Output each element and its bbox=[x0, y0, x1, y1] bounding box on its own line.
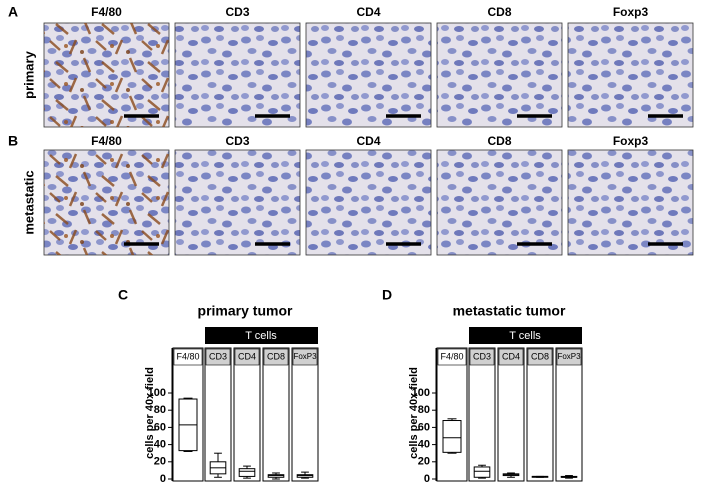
category-header bbox=[205, 348, 231, 366]
category-label: CD4 bbox=[238, 351, 256, 361]
y-tick-label: 100 bbox=[148, 387, 166, 399]
category-panel bbox=[204, 347, 232, 482]
category-label: CD3 bbox=[209, 351, 227, 361]
column-header: CD4 bbox=[356, 5, 380, 19]
micrograph bbox=[174, 149, 301, 256]
category-label: FoxP3 bbox=[293, 352, 317, 361]
chart-title: metastatic tumor bbox=[453, 303, 566, 319]
category-panel bbox=[555, 347, 583, 482]
row-label: metastatic bbox=[21, 170, 36, 234]
y-tick-label: 80 bbox=[418, 404, 430, 416]
y-tick-label: 40 bbox=[418, 439, 430, 451]
y-tick-label: 0 bbox=[160, 473, 166, 485]
category-label: CD3 bbox=[473, 351, 491, 361]
micrograph bbox=[436, 149, 563, 256]
column-header: F4/80 bbox=[91, 5, 122, 19]
category-label: F4/80 bbox=[440, 351, 463, 361]
column-header: CD3 bbox=[225, 5, 249, 19]
category-panel bbox=[526, 347, 554, 482]
group-label: T cells bbox=[509, 330, 541, 342]
chart-title: primary tumor bbox=[198, 303, 293, 319]
category-label: CD4 bbox=[502, 351, 520, 361]
category-panel bbox=[497, 347, 525, 482]
column-header: CD8 bbox=[487, 5, 511, 19]
category-label: F4/80 bbox=[176, 351, 199, 361]
y-tick-label: 0 bbox=[424, 473, 430, 485]
row-label: primary bbox=[21, 50, 36, 98]
category-panel bbox=[291, 347, 319, 482]
category-panel bbox=[172, 347, 204, 482]
y-axis-label: cells per 40x field bbox=[144, 367, 156, 459]
stain-overlay bbox=[44, 23, 169, 127]
category-panel bbox=[233, 347, 261, 482]
micrograph bbox=[305, 149, 432, 256]
micrograph bbox=[305, 22, 432, 128]
category-header bbox=[292, 348, 318, 366]
panel-label: C bbox=[118, 287, 128, 303]
y-tick-label: 20 bbox=[154, 456, 166, 468]
category-header bbox=[527, 348, 553, 366]
y-tick-label: 80 bbox=[154, 404, 166, 416]
micrograph bbox=[174, 22, 301, 128]
category-header bbox=[469, 348, 495, 366]
category-header bbox=[173, 348, 203, 366]
group-bar bbox=[469, 327, 582, 344]
category-header bbox=[263, 348, 289, 366]
y-tick-label: 40 bbox=[154, 439, 166, 451]
category-panel bbox=[468, 347, 496, 482]
micrograph bbox=[436, 22, 563, 128]
micrograph bbox=[567, 22, 694, 128]
category-header bbox=[234, 348, 260, 366]
category-label: CD8 bbox=[531, 351, 549, 361]
y-tick-label: 100 bbox=[412, 387, 430, 399]
micrograph bbox=[567, 149, 694, 256]
column-header: CD3 bbox=[225, 134, 249, 148]
y-tick-label: 60 bbox=[418, 421, 430, 433]
group-bar bbox=[205, 327, 318, 344]
column-header: CD4 bbox=[356, 134, 380, 148]
category-label: CD8 bbox=[267, 351, 285, 361]
box bbox=[442, 420, 462, 453]
category-label: FoxP3 bbox=[557, 352, 581, 361]
column-header: CD8 bbox=[487, 134, 511, 148]
y-axis-label: cells per 40x field bbox=[408, 367, 420, 459]
category-panel bbox=[262, 347, 290, 482]
panel-label: B bbox=[8, 133, 18, 149]
box bbox=[238, 468, 256, 477]
box bbox=[473, 466, 491, 478]
y-tick-label: 60 bbox=[154, 421, 166, 433]
y-tick-label: 20 bbox=[418, 456, 430, 468]
column-header: Foxp3 bbox=[613, 5, 649, 19]
panel-label: D bbox=[382, 287, 392, 303]
column-header: Foxp3 bbox=[613, 134, 649, 148]
category-panel bbox=[436, 347, 468, 482]
group-label: T cells bbox=[245, 330, 277, 342]
column-header: F4/80 bbox=[91, 134, 122, 148]
category-header bbox=[556, 348, 582, 366]
category-header bbox=[498, 348, 524, 366]
category-header bbox=[437, 348, 467, 366]
panel-label: A bbox=[8, 4, 18, 20]
stain-overlay bbox=[44, 150, 169, 255]
